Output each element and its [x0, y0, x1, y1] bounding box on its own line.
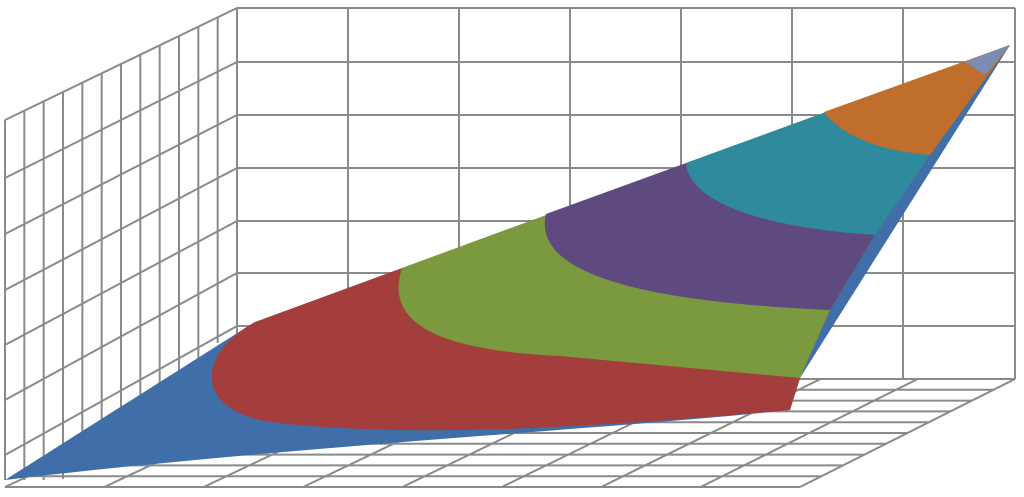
surface-band — [824, 45, 1010, 155]
side-wall-line — [4, 325, 238, 456]
side-wall-line — [4, 220, 238, 346]
side-wall-line — [4, 272, 238, 401]
surface — [5, 45, 1010, 480]
side-wall-line — [4, 7, 238, 121]
surface-band — [965, 45, 1010, 75]
side-wall-line — [4, 167, 238, 291]
side-wall-line — [4, 61, 238, 179]
side-wall-line — [4, 114, 238, 235]
